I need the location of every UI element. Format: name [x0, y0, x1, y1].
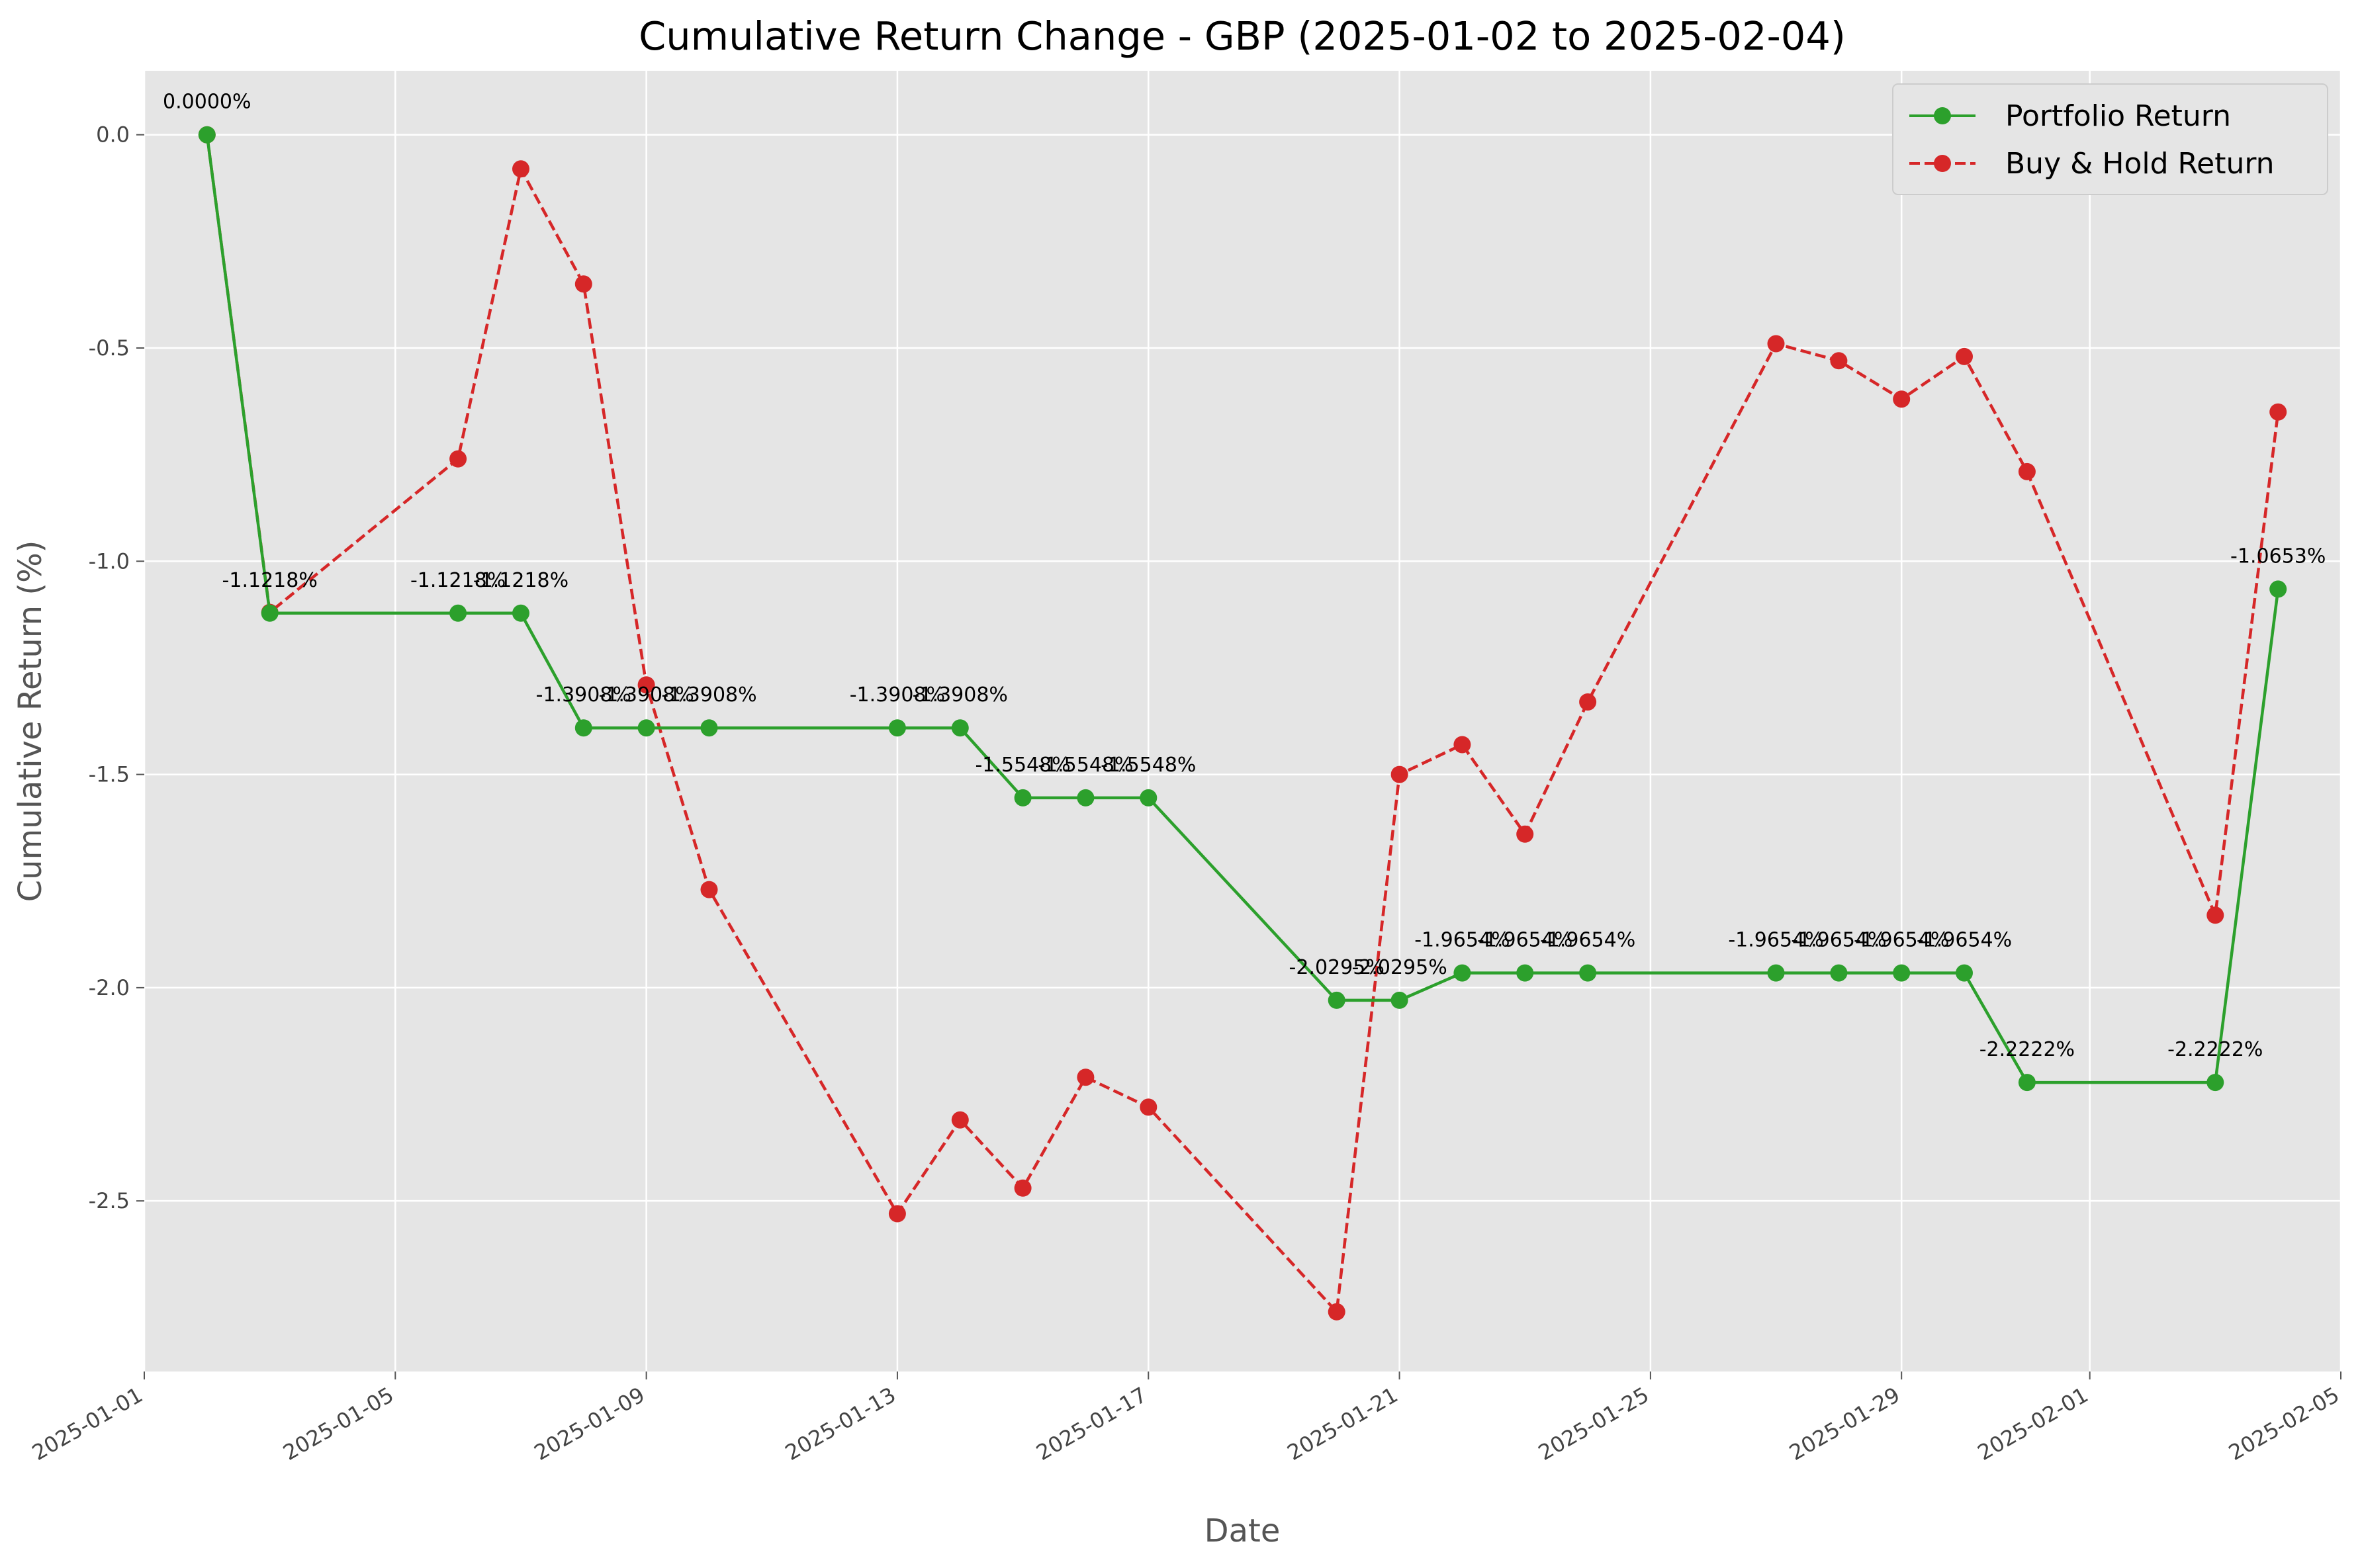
data-point-portfolio-return	[512, 604, 529, 622]
data-labels: 0.0000%-1.1218% -1.1218%-1.1218%-1.3908%-…	[163, 91, 2326, 1061]
data-point-buy-hold-return	[574, 275, 592, 293]
data-point-portfolio-return	[2018, 1074, 2036, 1092]
data-label-portfolio-return: -1.9654%	[1540, 929, 1635, 952]
data-point-portfolio-return	[1767, 964, 1785, 982]
data-point-buy-hold-return	[1390, 765, 1408, 783]
data-point-buy-hold-return	[1014, 1179, 1032, 1197]
data-point-portfolio-return	[1453, 964, 1471, 982]
data-point-buy-hold-return	[449, 450, 467, 468]
plot-area	[144, 71, 2341, 1372]
data-point-buy-hold-return	[2269, 403, 2287, 421]
data-point-portfolio-return	[1390, 991, 1408, 1009]
data-point-portfolio-return	[574, 719, 592, 737]
data-point-buy-hold-return	[1893, 390, 1911, 408]
y-tick-label: -1.0	[89, 548, 130, 574]
data-point-portfolio-return	[198, 126, 216, 144]
data-point-portfolio-return	[888, 719, 906, 737]
y-axis-ticks: 0.0 -0.5 -1.0 -1.5 -2.0 -2.5	[89, 122, 144, 1213]
data-label-portfolio-return: -1.3908%	[850, 683, 945, 707]
data-point-buy-hold-return	[700, 881, 718, 898]
data-label-portfolio-return: -1.1218%	[410, 569, 506, 592]
data-point-buy-hold-return	[1956, 347, 1973, 365]
data-point-portfolio-return	[700, 719, 718, 737]
data-point-portfolio-return	[1077, 789, 1095, 806]
data-label-portfolio-return: -1.9654%	[1854, 929, 1949, 952]
data-label-portfolio-return: -2.0295%	[1289, 956, 1385, 979]
data-point-portfolio-return	[2206, 1074, 2224, 1092]
data-point-portfolio-return	[1956, 964, 1973, 982]
data-label-portfolio-return: -1.3908%	[661, 683, 756, 707]
data-label-portfolio-return: 0.0000%	[163, 91, 251, 114]
data-point-buy-hold-return	[2206, 906, 2224, 924]
data-label-portfolio-return: -1.3908%	[913, 683, 1008, 707]
data-point-buy-hold-return	[512, 160, 529, 178]
y-tick-label: -0.5	[89, 335, 130, 361]
data-point-portfolio-return	[951, 719, 969, 737]
data-point-portfolio-return	[1328, 991, 1345, 1009]
data-label-portfolio-return: -1.3908%	[536, 683, 631, 707]
data-label-portfolio-return: -1.9654%	[1477, 929, 1572, 952]
data-label-portfolio-return: -2.0295%	[1351, 956, 1447, 979]
data-label-portfolio-return: -1.5548%	[975, 754, 1070, 777]
data-point-portfolio-return	[1579, 964, 1597, 982]
data-point-portfolio-return	[1140, 789, 1158, 806]
legend-label-portfolio-return: Portfolio Return	[2005, 99, 2231, 133]
data-point-portfolio-return	[1014, 789, 1032, 806]
data-point-portfolio-return	[1830, 964, 1848, 982]
y-axis-title: Cumulative Return (%)	[12, 541, 49, 902]
y-tick-label: -2.0	[89, 975, 130, 1000]
data-label-portfolio-return: -1.5548%	[1038, 754, 1133, 777]
legend-marker-portfolio-return	[1934, 107, 1951, 124]
data-label-portfolio-return: -1.9654%	[1728, 929, 1823, 952]
legend-label-buy-hold-return: Buy & Hold Return	[2005, 147, 2275, 181]
data-point-buy-hold-return	[1830, 352, 1848, 370]
data-label-portfolio-return: -1.9654%	[1791, 929, 1886, 952]
series-line-portfolio-return	[205, 134, 2280, 1084]
chart-title: Cumulative Return Change - GBP (2025-01-…	[639, 13, 1846, 59]
data-point-buy-hold-return	[888, 1205, 906, 1223]
legend-box	[1892, 83, 2328, 195]
series-line-buy-hold-return	[205, 134, 2280, 1314]
series-layer	[198, 126, 2287, 1321]
data-label-portfolio-return: -1.1218%	[473, 569, 568, 592]
y-tick-label: -2.5	[89, 1188, 130, 1213]
data-point-buy-hold-return	[1516, 825, 1534, 843]
data-point-buy-hold-return	[2018, 462, 2036, 480]
data-point-buy-hold-return	[1077, 1068, 1095, 1086]
data-label-portfolio-return: -1.3908%	[598, 683, 694, 707]
data-point-buy-hold-return	[1579, 693, 1597, 711]
x-axis-title: Date	[1204, 1512, 1281, 1549]
data-label-portfolio-return: -1.0653%	[2230, 544, 2326, 568]
data-point-portfolio-return	[637, 719, 655, 737]
data-label-portfolio-return: -1.9654%	[1414, 929, 1510, 952]
data-label-portfolio-return: -1.1218%	[222, 569, 318, 592]
data-point-buy-hold-return	[1767, 335, 1785, 353]
y-tick-label: 0.0	[96, 122, 130, 148]
data-point-portfolio-return	[2269, 580, 2287, 598]
data-point-portfolio-return	[261, 604, 279, 622]
data-point-buy-hold-return	[1453, 736, 1471, 754]
y-tick-label: -1.5	[89, 762, 130, 787]
legend-marker-buy-hold-return	[1934, 155, 1951, 172]
data-point-buy-hold-return	[1328, 1303, 1345, 1321]
data-label-portfolio-return: -1.5548%	[1101, 754, 1196, 777]
data-point-portfolio-return	[1893, 964, 1911, 982]
legend: Portfolio Return Buy & Hold Return	[1892, 83, 2328, 195]
data-label-portfolio-return: -1.9654%	[1917, 929, 2012, 952]
data-point-buy-hold-return	[951, 1111, 969, 1129]
data-label-portfolio-return: -2.2222%	[1979, 1038, 2075, 1061]
data-point-buy-hold-return	[1140, 1098, 1158, 1116]
data-label-portfolio-return: -2.2222%	[2167, 1038, 2263, 1061]
data-point-portfolio-return	[449, 604, 467, 622]
data-point-portfolio-return	[1516, 964, 1534, 982]
data-point-buy-hold-return	[637, 676, 655, 694]
